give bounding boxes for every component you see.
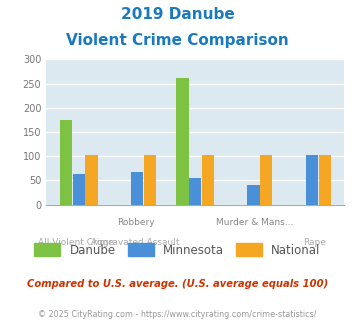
Text: © 2025 CityRating.com - https://www.cityrating.com/crime-statistics/: © 2025 CityRating.com - https://www.city… — [38, 310, 317, 319]
Bar — [202, 155, 214, 205]
Text: Violent Crime Comparison: Violent Crime Comparison — [66, 33, 289, 48]
Bar — [176, 78, 189, 205]
Text: Compared to U.S. average. (U.S. average equals 100): Compared to U.S. average. (U.S. average … — [27, 279, 328, 289]
Bar — [260, 155, 273, 205]
Bar — [189, 179, 201, 205]
Legend: Danube, Minnesota, National: Danube, Minnesota, National — [29, 239, 326, 261]
Text: Rape: Rape — [303, 238, 326, 247]
Text: 2019 Danube: 2019 Danube — [121, 7, 234, 21]
Text: Aggravated Assault: Aggravated Assault — [91, 238, 180, 247]
Bar — [85, 155, 98, 205]
Text: Murder & Mans...: Murder & Mans... — [216, 218, 294, 227]
Text: Robbery: Robbery — [117, 218, 154, 227]
Bar — [60, 120, 72, 205]
Bar — [306, 155, 318, 205]
Bar — [72, 174, 85, 205]
Bar — [144, 155, 156, 205]
Bar — [131, 172, 143, 205]
Bar — [318, 155, 331, 205]
Text: All Violent Crime: All Violent Crime — [38, 238, 114, 247]
Bar — [247, 185, 260, 205]
